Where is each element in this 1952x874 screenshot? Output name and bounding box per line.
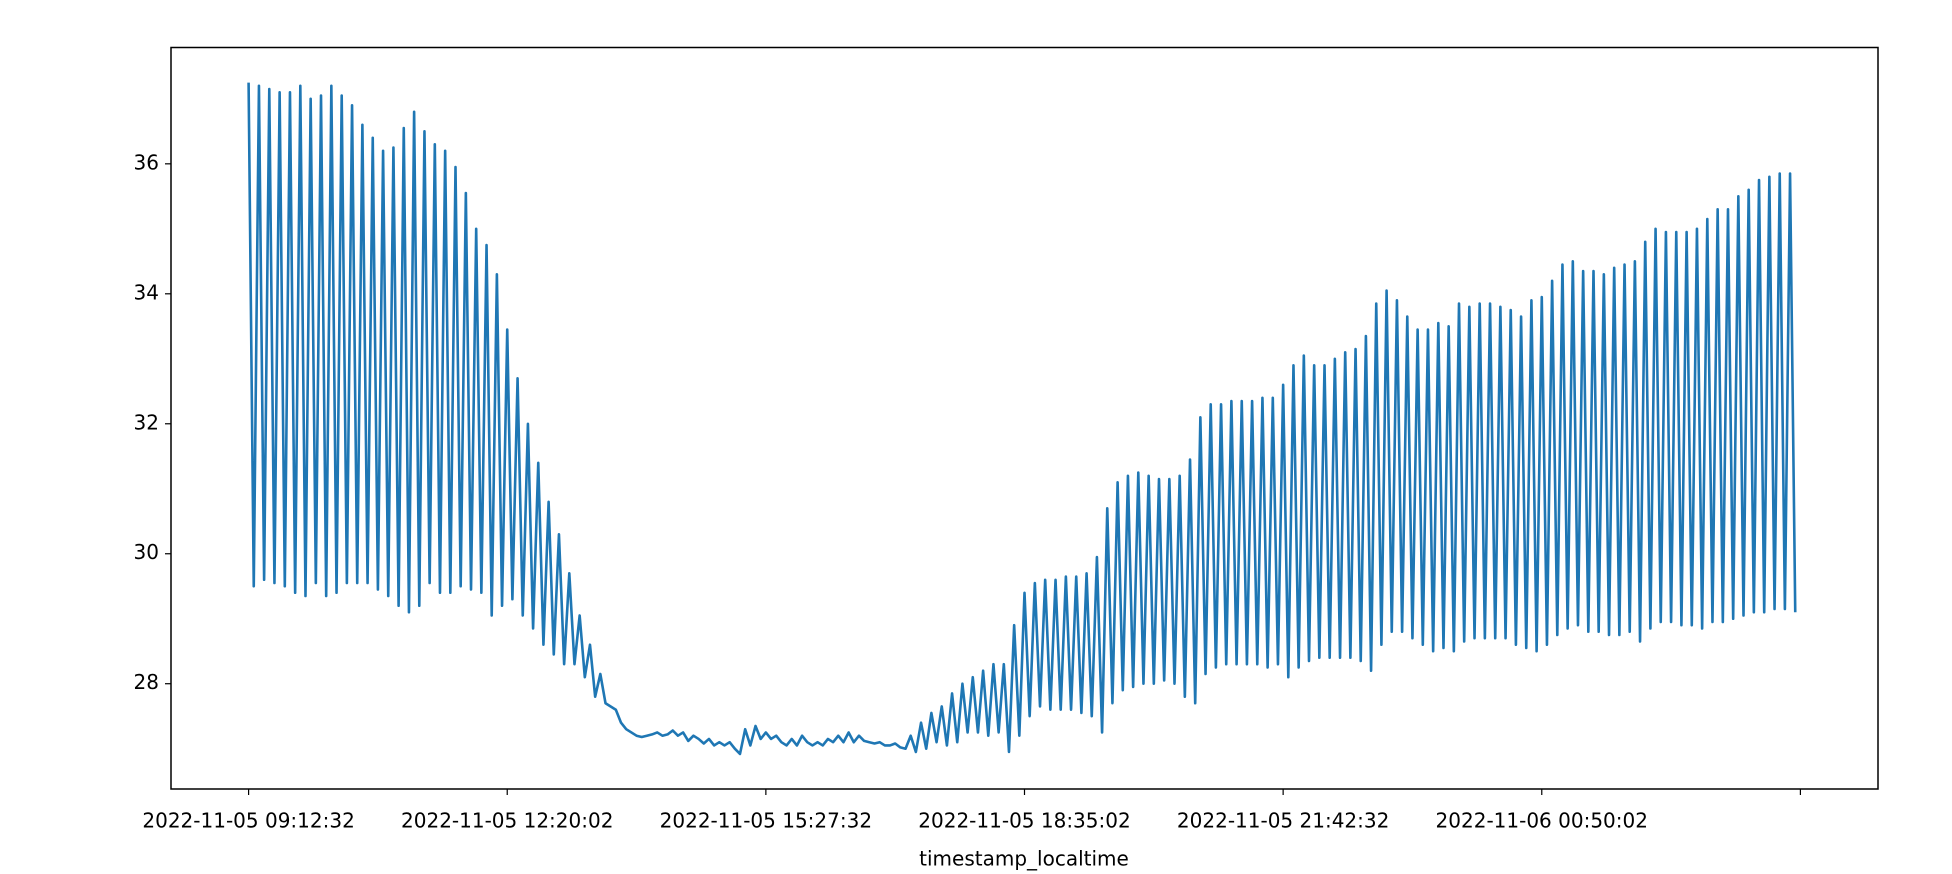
x-tick-label: 2022-11-05 12:20:02 xyxy=(401,809,613,833)
x-tick-label: 2022-11-05 09:12:32 xyxy=(142,809,354,833)
x-tick-label: 2022-11-05 15:27:32 xyxy=(660,809,872,833)
x-tick-label: 2022-11-06 00:50:02 xyxy=(1436,809,1648,833)
y-tick-label: 36 xyxy=(134,150,159,174)
y-tick-label: 34 xyxy=(134,280,159,304)
y-tick-label: 28 xyxy=(134,670,159,694)
x-tick-label: 2022-11-05 18:35:02 xyxy=(918,809,1130,833)
x-tick-label: 2022-11-05 21:42:32 xyxy=(1177,809,1389,833)
y-tick-label: 30 xyxy=(134,540,159,564)
x-axis-label: timestamp_localtime xyxy=(919,847,1129,871)
data-line xyxy=(247,82,1797,756)
y-tick-label: 32 xyxy=(134,410,159,434)
